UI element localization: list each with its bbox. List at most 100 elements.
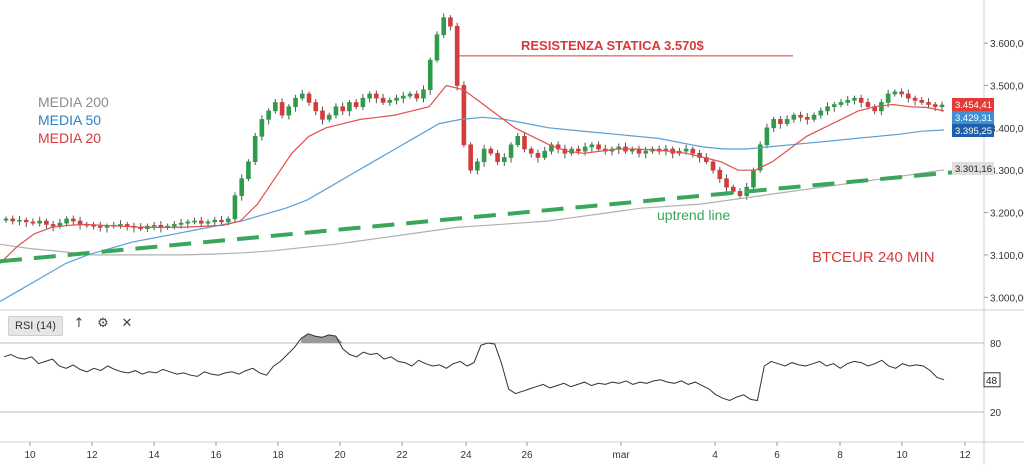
legend-entry: MEDIA 20 xyxy=(38,130,101,146)
candle-body xyxy=(751,169,756,188)
gear-icon[interactable]: ⚙ xyxy=(97,316,109,331)
price-badge xyxy=(952,111,994,124)
uptrend-label: uptrend line xyxy=(657,207,730,223)
candle-body xyxy=(865,102,871,107)
candle-body xyxy=(535,152,541,158)
candle-body xyxy=(697,152,702,158)
price-badge-label: 3.454,41 xyxy=(955,100,992,111)
candle-body xyxy=(3,218,9,221)
price-badge-label: 3.395,25 xyxy=(955,126,992,137)
candle-body xyxy=(932,104,938,107)
candle-body xyxy=(475,161,480,171)
candle-body xyxy=(259,119,265,137)
x-tick-label: 6 xyxy=(774,450,780,461)
candle-body xyxy=(44,220,49,225)
x-tick-label: 24 xyxy=(460,450,472,461)
candle-body xyxy=(10,218,16,222)
candle-body xyxy=(730,186,736,192)
candle-body xyxy=(704,157,709,163)
candle-body xyxy=(549,144,554,152)
candle-body xyxy=(239,178,244,196)
y-tick-label: 3.100,00 xyxy=(990,251,1024,262)
rsi-last-badge xyxy=(983,372,1001,388)
price-badge-label: 3.301,16 xyxy=(955,164,992,175)
candle-body xyxy=(906,93,911,99)
candle-body xyxy=(394,97,399,101)
x-tick-label: 18 xyxy=(272,450,284,461)
uptrend-line xyxy=(0,168,976,264)
y-tick-label: 3.600,00 xyxy=(990,39,1024,50)
candle-body xyxy=(926,102,931,105)
candle-body xyxy=(421,89,426,99)
candle-body xyxy=(17,219,22,222)
candle-body xyxy=(293,97,298,107)
candle-body xyxy=(64,218,69,224)
candle-body xyxy=(441,17,446,35)
candle-body xyxy=(353,102,359,107)
candle-body xyxy=(784,119,790,124)
candle-body xyxy=(427,59,433,91)
candle-body xyxy=(185,221,191,224)
candle-body xyxy=(892,91,898,95)
candle-body xyxy=(340,106,345,112)
candle-body xyxy=(771,119,776,129)
candle-body xyxy=(919,100,925,103)
close-icon[interactable]: ✕ xyxy=(121,316,133,331)
candle-body xyxy=(286,106,292,116)
legend-entry: MEDIA 50 xyxy=(38,112,101,128)
candle-body xyxy=(912,97,918,101)
candle-body xyxy=(279,102,285,116)
price-badge xyxy=(952,124,994,137)
candle-body xyxy=(508,144,514,158)
candle-body xyxy=(77,220,83,225)
x-tick-label: 12 xyxy=(959,450,971,461)
candle-body xyxy=(37,220,42,224)
ma200-line xyxy=(0,169,945,256)
candle-body xyxy=(23,219,29,223)
y-tick-label: 3.200,00 xyxy=(990,209,1024,220)
legend-entry: MEDIA 200 xyxy=(38,94,109,110)
candle-body xyxy=(502,157,507,163)
candle-body xyxy=(589,144,595,148)
arrow-up-icon[interactable]: ↑ xyxy=(73,316,85,331)
candle-body xyxy=(367,93,372,99)
candle-body xyxy=(266,110,271,120)
x-tick-label: 10 xyxy=(896,450,908,461)
x-tick-label: 14 xyxy=(148,450,160,461)
candle-body xyxy=(326,114,332,120)
x-tick-label: 26 xyxy=(521,450,533,461)
candle-body xyxy=(757,144,763,171)
candle-body xyxy=(683,148,689,152)
candle-body xyxy=(778,119,783,124)
x-tick-label: 22 xyxy=(396,450,408,461)
candle-body xyxy=(805,116,810,120)
candle-body xyxy=(97,225,103,228)
candle-body xyxy=(50,224,56,227)
candle-body xyxy=(246,161,251,179)
x-tick-label: 10 xyxy=(24,450,36,461)
x-tick-label: mar xyxy=(612,450,630,461)
candle-body xyxy=(791,114,797,120)
candle-body xyxy=(313,102,319,112)
candle-body xyxy=(838,102,844,105)
candle-body xyxy=(71,218,76,222)
candle-body xyxy=(205,221,211,224)
candle-body xyxy=(522,136,527,150)
candle-body xyxy=(717,169,723,179)
rsi-line xyxy=(3,333,945,402)
candle-body xyxy=(596,144,601,150)
rsi-tick-label: 80 xyxy=(990,339,1002,350)
candle-body xyxy=(710,161,716,171)
candle-body xyxy=(798,114,803,118)
candle-body xyxy=(219,219,224,223)
rsi-indicator-badge[interactable]: RSI (14) xyxy=(8,316,63,336)
candle-body xyxy=(198,220,204,224)
candle-body xyxy=(252,136,258,163)
price-badge xyxy=(952,98,994,111)
candle-body xyxy=(582,146,588,152)
candle-body xyxy=(939,104,945,107)
rsi-last-value: 48 xyxy=(986,376,998,387)
candle-body xyxy=(542,150,548,158)
candle-body xyxy=(400,95,406,99)
